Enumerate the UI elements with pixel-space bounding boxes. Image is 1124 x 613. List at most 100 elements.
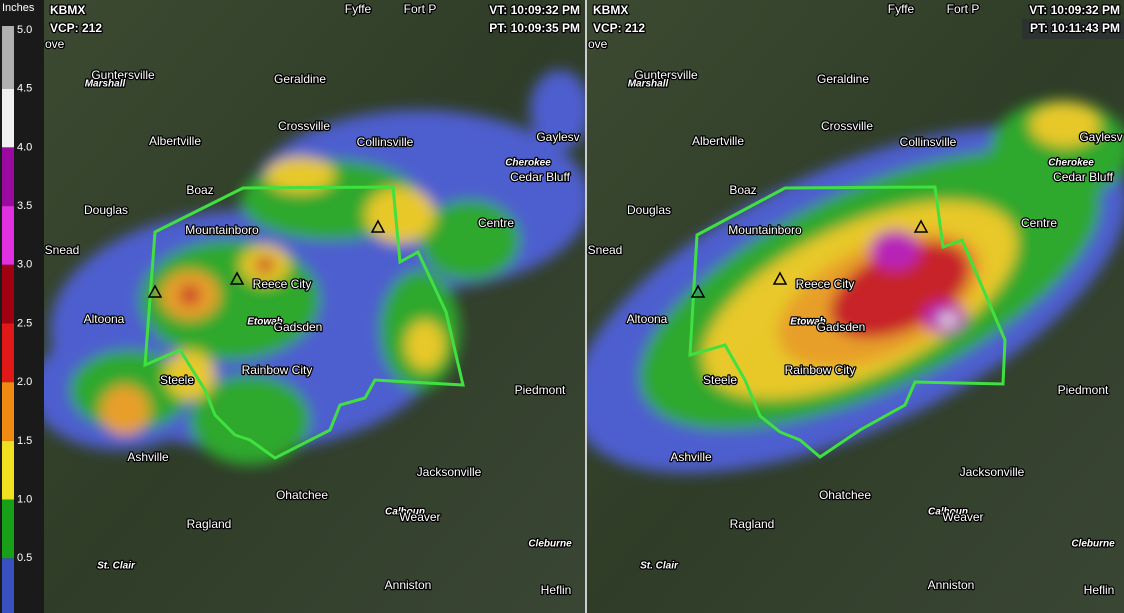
place-label: Gaylesv <box>536 130 579 144</box>
place-label: Ohatchee <box>819 488 871 502</box>
place-label: Ohatchee <box>276 488 328 502</box>
cut-label: ove <box>45 37 65 51</box>
legend-label: 2.0 <box>17 376 32 388</box>
place-label: Cherokee <box>1048 158 1094 169</box>
place-label: St. Clair <box>640 561 679 572</box>
place-label: Gadsden <box>274 320 323 334</box>
valid-time: VT: 10:09:32 PM <box>489 3 580 17</box>
place-label: Weaver <box>399 510 440 524</box>
warning-polygon <box>688 185 1007 459</box>
storm-marker <box>772 271 788 285</box>
place-label: Reece City <box>796 277 855 291</box>
place-label: Guntersville <box>91 68 155 82</box>
place-label: Mountainboro <box>728 223 802 237</box>
legend-label: 0.5 <box>17 552 32 564</box>
place-label: Cherokee <box>505 158 551 169</box>
legend-swatch <box>2 206 14 265</box>
place-label: Altoona <box>84 312 125 326</box>
place-label: Boaz <box>729 183 756 197</box>
place-label: Piedmont <box>515 383 566 397</box>
place-label: Marshall <box>85 79 126 90</box>
place-label: Ragland <box>187 517 232 531</box>
place-label: Steele <box>160 373 194 387</box>
radar-id: KBMX <box>593 3 628 17</box>
legend-label: 2.5 <box>17 317 32 329</box>
storm-marker <box>690 284 706 298</box>
legend-title: Inches <box>2 2 35 14</box>
place-label: Fort P <box>947 2 980 16</box>
place-label: Collinsville <box>357 135 414 149</box>
place-label: Snead <box>45 243 80 257</box>
place-label: Fyffe <box>888 2 915 16</box>
legend-swatch <box>2 440 14 500</box>
legend-label: 3.0 <box>17 259 32 271</box>
place-label: Centre <box>478 216 514 230</box>
place-label: Jacksonville <box>417 465 482 479</box>
place-label: Anniston <box>385 578 432 592</box>
place-label: Fort P <box>404 2 437 16</box>
place-label: Weaver <box>942 510 983 524</box>
cut-label: ove <box>588 37 608 51</box>
place-label: Gaylesv <box>1079 130 1122 144</box>
place-label: Guntersville <box>634 68 698 82</box>
place-label: Gadsden <box>817 320 866 334</box>
vcp: VCP: 212 <box>593 21 645 35</box>
place-label: Anniston <box>928 578 975 592</box>
place-label: Piedmont <box>1058 383 1109 397</box>
place-label: Altoona <box>627 312 668 326</box>
legend-label: 4.0 <box>17 141 32 153</box>
radar-left <box>44 70 585 465</box>
storm-marker <box>370 219 386 233</box>
place-label: Mountainboro <box>185 223 259 237</box>
place-label: Crossville <box>278 119 330 133</box>
valid-time: VT: 10:09:32 PM <box>1029 3 1120 17</box>
place-label: Geraldine <box>274 72 326 86</box>
place-label: Heflin <box>1084 583 1115 597</box>
place-label: Heflin <box>541 583 572 597</box>
warning-polygon <box>143 185 465 460</box>
place-label: Cedar Bluff <box>510 170 570 184</box>
place-label: Collinsville <box>900 135 957 149</box>
place-label: Fyffe <box>345 2 372 16</box>
place-label: Cleburne <box>1071 539 1115 550</box>
radar-right <box>587 100 1124 474</box>
place-label: Steele <box>703 373 737 387</box>
place-label: Crossville <box>821 119 873 133</box>
storm-marker <box>229 271 245 285</box>
legend-label: 1.5 <box>17 435 32 447</box>
place-label: Ragland <box>730 517 775 531</box>
legend: 5.0 4.5 4.0 3.5 3.0 2.5 2.0 1.5 1.0 0.5 <box>2 24 32 613</box>
place-label: Etowah <box>790 317 826 328</box>
divider <box>585 0 587 613</box>
place-label: Boaz <box>186 183 213 197</box>
legend-label: 3.5 <box>17 200 32 212</box>
place-label: Cedar Bluff <box>1053 170 1113 184</box>
place-label: St. Clair <box>97 561 136 572</box>
place-label: Geraldine <box>817 72 869 86</box>
time-box <box>1022 19 1124 39</box>
legend-swatch <box>2 323 14 383</box>
legend-swatch <box>2 558 14 613</box>
place-label: Reece City <box>253 277 312 291</box>
legend-label: 5.0 <box>17 24 32 36</box>
legend-swatch <box>2 264 14 324</box>
legend-swatch <box>2 26 14 89</box>
place-label: Calhoun <box>385 507 425 518</box>
vcp: VCP: 212 <box>50 21 102 35</box>
storm-marker <box>913 219 929 233</box>
place-label: Ashville <box>127 450 169 464</box>
legend-swatch <box>2 147 14 207</box>
place-label: Rainbow City <box>785 363 856 377</box>
place-label: Snead <box>588 243 623 257</box>
legend-swatch <box>2 499 14 559</box>
legend-label: 1.0 <box>17 494 32 506</box>
place-label: Albertville <box>149 134 201 148</box>
legend-swatch <box>2 382 14 441</box>
place-label: Albertville <box>692 134 744 148</box>
product-time: PT: 10:11:43 PM <box>1030 21 1120 35</box>
place-label: Marshall <box>628 79 669 90</box>
